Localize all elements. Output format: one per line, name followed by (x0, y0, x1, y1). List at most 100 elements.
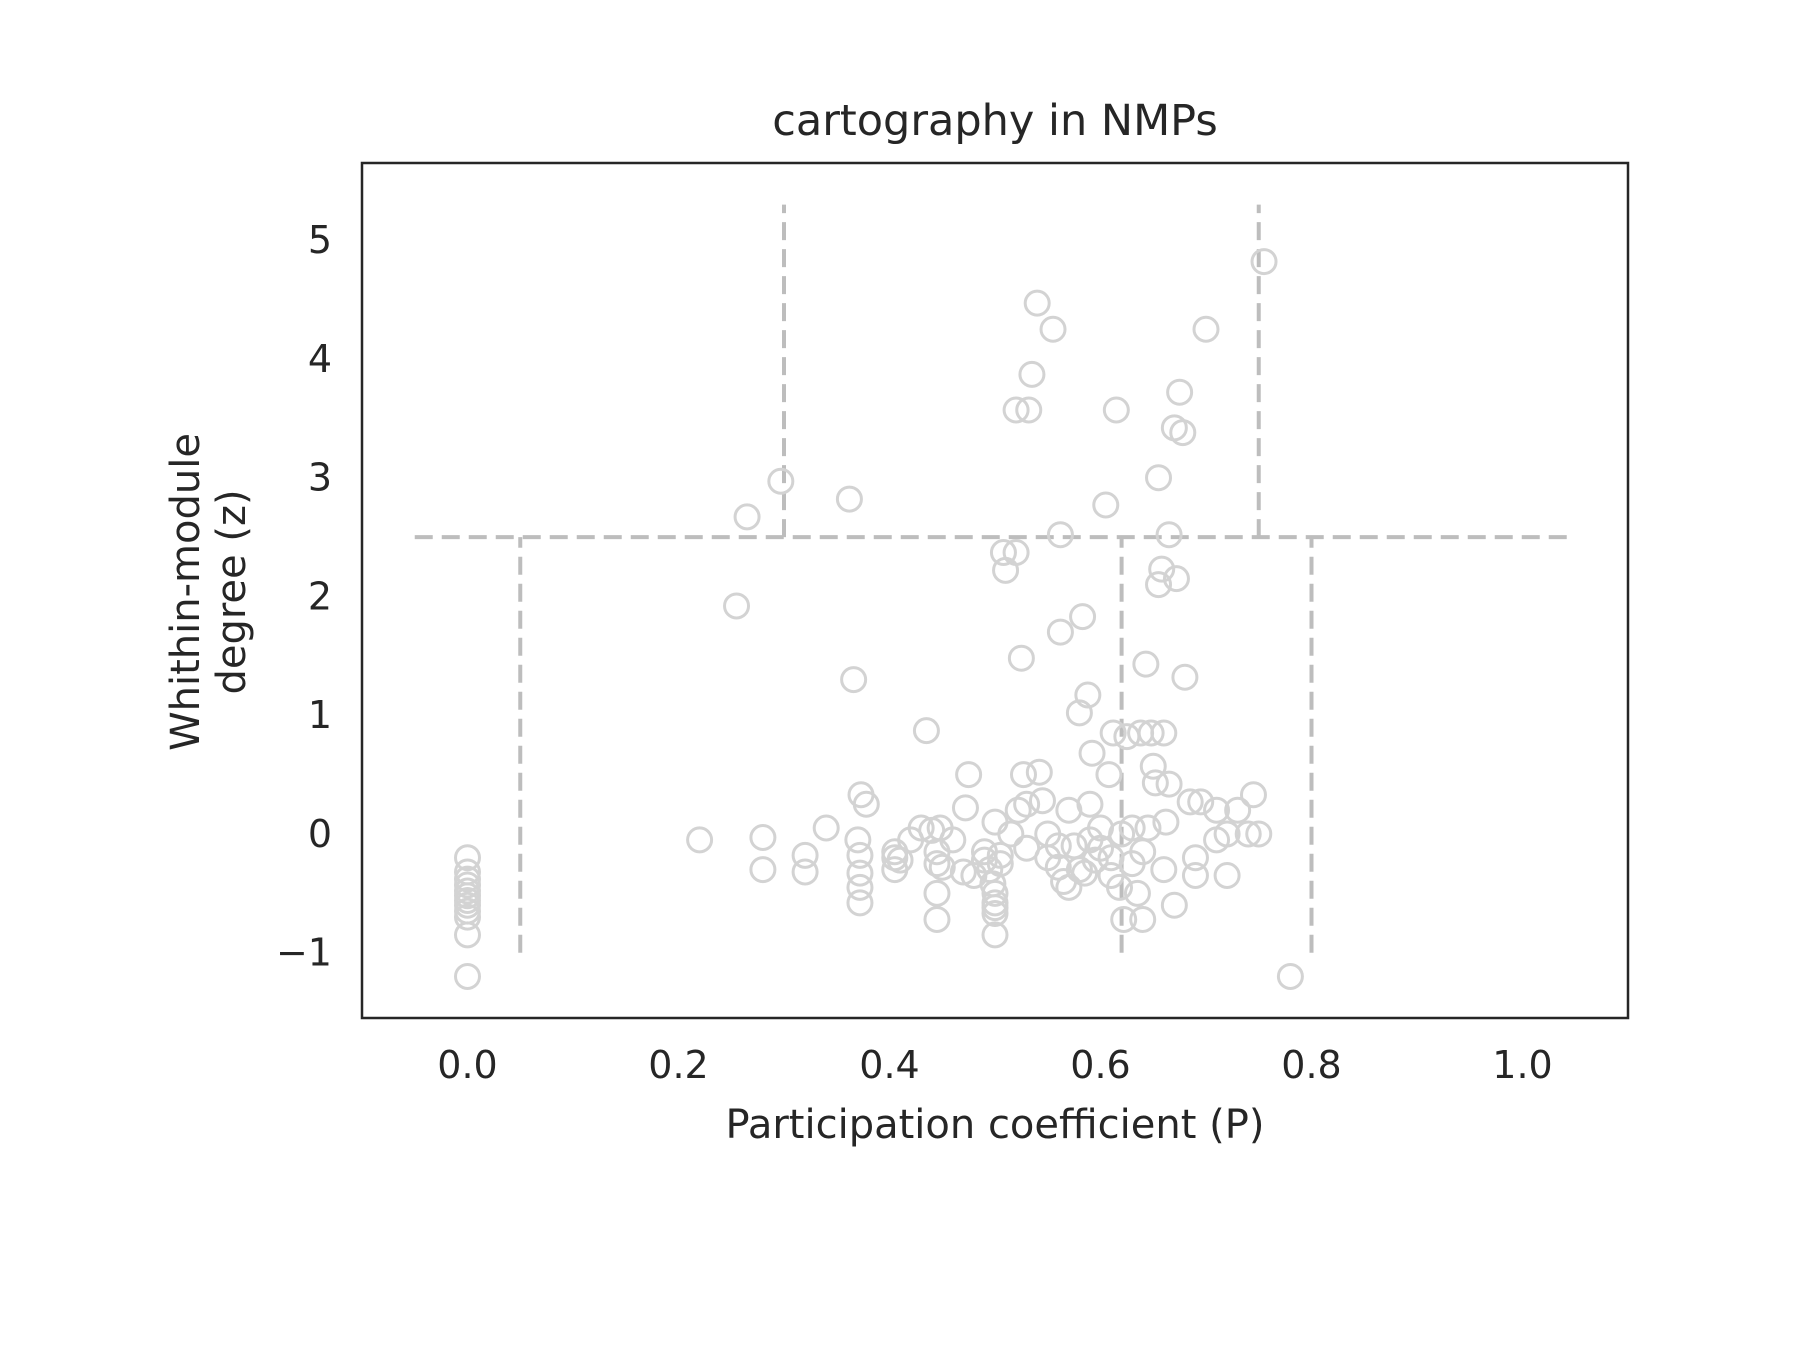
data-point (1087, 814, 1114, 842)
data-point (949, 858, 977, 886)
data-point (846, 889, 874, 917)
data-point (1110, 905, 1138, 933)
y-axis-label-line-1: Whithin-module (163, 433, 209, 751)
data-point (981, 900, 1009, 927)
data-point (1250, 248, 1278, 276)
data-point (749, 856, 777, 884)
x-tick-label: 0.4 (859, 1043, 919, 1087)
data-point (454, 962, 481, 990)
data-point (1132, 650, 1160, 678)
data-point (1162, 565, 1190, 593)
x-axis-label: Participation coefficient (P) (726, 1102, 1265, 1148)
data-point (749, 824, 777, 851)
y-tick-label: 4 (308, 337, 332, 381)
data-point (986, 850, 1014, 878)
data-point (1245, 820, 1273, 848)
data-point (955, 761, 983, 789)
data-point (928, 853, 956, 881)
data-point (1002, 539, 1030, 566)
data-point (1181, 844, 1209, 872)
data-point (1129, 905, 1157, 933)
y-tick-label: 0 (308, 812, 332, 856)
data-point (1099, 719, 1127, 747)
x-axis-ticks: 0.0 0.2 0.4 0.6 0.8 1.0 (437, 1043, 1552, 1087)
data-point (1187, 788, 1215, 816)
data-point (1023, 289, 1051, 317)
data-point (986, 841, 1014, 869)
data-point (1224, 796, 1252, 824)
data-point (846, 873, 874, 901)
data-point (852, 790, 880, 818)
data-point (1013, 790, 1041, 818)
data-point (1025, 758, 1053, 786)
data-point (1028, 787, 1056, 815)
y-tick-label: −1 (276, 931, 332, 975)
data-point (923, 879, 951, 907)
data-point (1234, 820, 1262, 848)
data-point (1141, 769, 1169, 797)
data-point (454, 844, 481, 872)
data-point (997, 820, 1025, 848)
data-point (1081, 846, 1109, 874)
data-point (1129, 838, 1157, 866)
data-point (923, 850, 951, 878)
data-point (1169, 419, 1197, 447)
data-point (1171, 663, 1199, 691)
data-point (454, 903, 481, 931)
data-point (1181, 862, 1209, 889)
data-point (1145, 571, 1173, 599)
data-point (1015, 396, 1043, 424)
data-point (1102, 396, 1130, 424)
data-point (846, 841, 874, 869)
x-tick-label: 1.0 (1492, 1043, 1552, 1087)
data-point (1192, 315, 1220, 343)
data-point (1176, 788, 1204, 816)
data-point (1276, 962, 1304, 990)
data-point (1095, 761, 1123, 789)
data-points (454, 248, 1304, 990)
data-point (1046, 618, 1074, 646)
data-point (846, 859, 874, 887)
data-point (923, 905, 951, 933)
data-point (791, 841, 819, 869)
x-tick-label: 0.2 (648, 1043, 708, 1087)
data-point (723, 592, 751, 620)
data-point (1076, 790, 1104, 818)
data-point (844, 826, 872, 854)
y-axis-label-line-2: degree (z) (209, 489, 255, 694)
data-point (1148, 555, 1176, 583)
data-point (907, 814, 935, 842)
data-point (1203, 796, 1231, 824)
data-point (1239, 781, 1267, 809)
data-point (951, 794, 979, 822)
y-tick-label: 5 (308, 218, 332, 262)
data-point (1018, 360, 1046, 388)
data-point (840, 666, 868, 694)
x-tick-label: 0.8 (1281, 1043, 1341, 1087)
data-point (981, 879, 1009, 907)
y-axis-ticks: −1 0 1 2 3 4 5 (276, 218, 332, 975)
data-point (1118, 814, 1146, 842)
data-point (1044, 832, 1072, 860)
x-tick-label: 0.6 (1070, 1043, 1130, 1087)
data-point (1105, 873, 1133, 901)
data-point (1213, 820, 1241, 848)
plot-frame (360, 161, 1630, 1020)
data-point (1213, 862, 1241, 889)
data-point (1166, 378, 1194, 406)
data-point (912, 717, 940, 745)
data-point (1150, 719, 1178, 747)
data-point (939, 826, 967, 854)
data-point (1009, 761, 1037, 789)
data-point (1039, 315, 1067, 343)
data-point (1137, 719, 1165, 747)
data-point (767, 467, 795, 495)
data-point (1074, 681, 1102, 709)
data-point (835, 485, 863, 513)
data-point (791, 858, 819, 886)
data-point (1123, 879, 1151, 907)
data-point (1007, 644, 1035, 672)
data-point (1065, 699, 1093, 727)
